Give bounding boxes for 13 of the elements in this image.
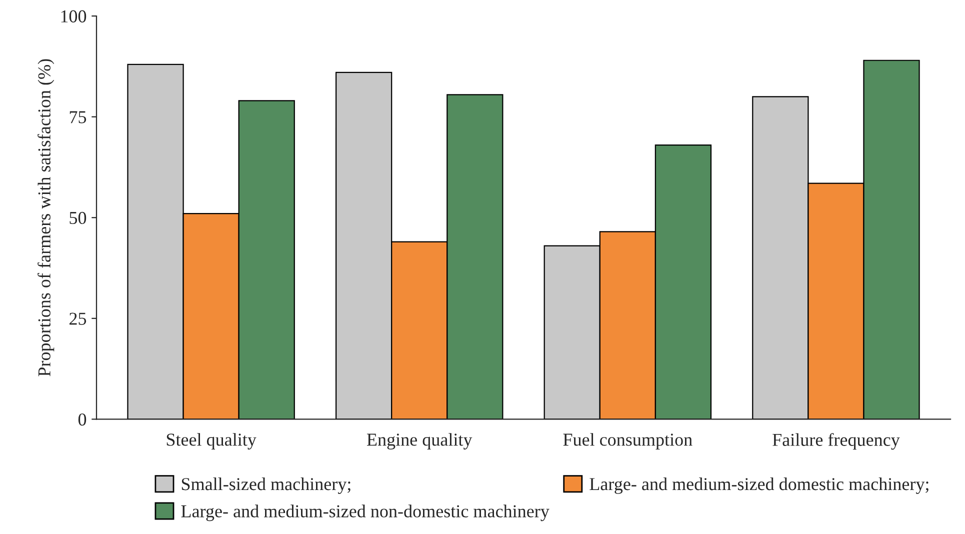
- y-tick-label: 0: [78, 413, 86, 426]
- y-tick-label: 50: [70, 212, 86, 224]
- x-tick-label: Failure frequency: [772, 433, 900, 450]
- legend-label: Large- and medium-sized non-domestic machinery: [181, 504, 550, 522]
- x-tick-label: Steel quality: [166, 433, 256, 450]
- y-tick-label: 25: [70, 312, 86, 325]
- y-tick-label: 75: [70, 111, 86, 124]
- legend-label: Large- and medium-sized domestic machinery;: [590, 477, 928, 494]
- legend-label: Small-sized machinery;: [182, 477, 350, 494]
- x-tick-label: Engine quality: [366, 433, 472, 450]
- y-axis-title: Proportions of farmers with satisfaction (%): [38, 59, 54, 376]
- x-tick-label: Fuel consumption: [563, 433, 692, 450]
- y-tick-label: 100: [61, 10, 86, 22]
